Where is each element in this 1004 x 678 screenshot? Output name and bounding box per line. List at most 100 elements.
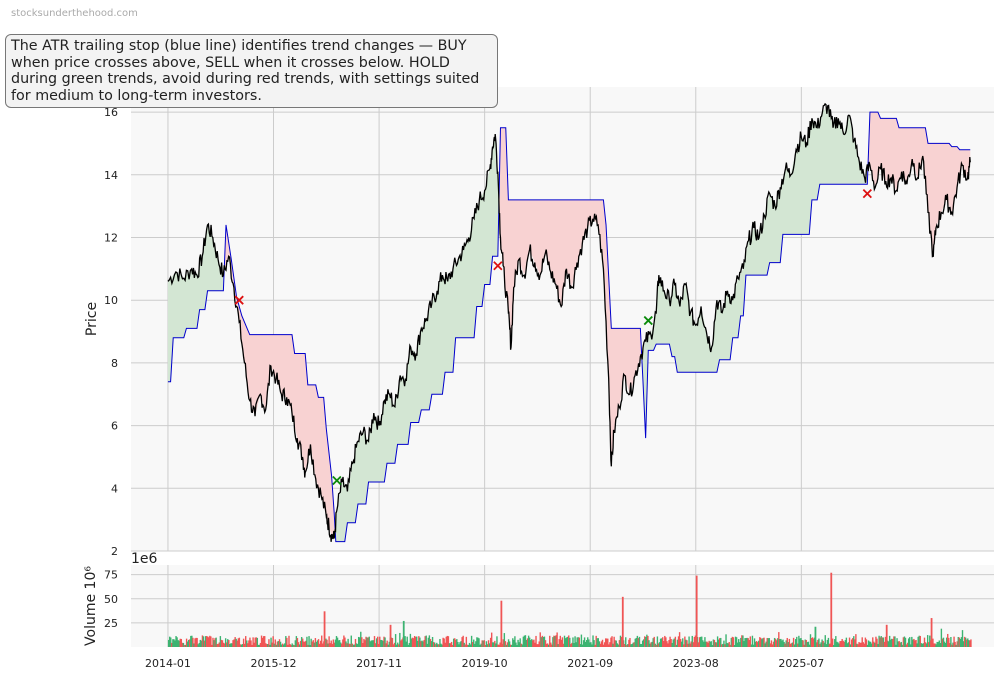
volume-bar (262, 636, 265, 647)
volume-bar (233, 639, 235, 647)
volume-bar (575, 642, 577, 647)
volume-bar (214, 638, 216, 647)
volume-bar (482, 640, 484, 647)
volume-bar (335, 636, 338, 647)
volume-bar (298, 644, 301, 647)
volume-bar (828, 643, 831, 647)
volume-bar (751, 635, 754, 647)
volume-bar (882, 637, 885, 647)
volume-bar (531, 639, 533, 647)
volume-bar (689, 643, 691, 647)
volume-bar (341, 643, 343, 647)
volume-bar (673, 638, 676, 647)
volume-bar (543, 636, 546, 647)
volume-bar (387, 644, 389, 647)
volume-bar (309, 645, 311, 647)
volume-bar (179, 638, 181, 647)
volume-bar (191, 635, 193, 647)
volume-bar (169, 636, 171, 647)
volume-bar (601, 639, 604, 647)
volume-bar (920, 643, 923, 647)
volume-bar (670, 639, 672, 647)
volume-bar (243, 643, 246, 647)
volume-bar (498, 644, 500, 647)
volume-bar (537, 644, 539, 647)
volume-bar (606, 638, 608, 647)
volume-bar (486, 644, 489, 647)
volume-bar (827, 637, 830, 647)
volume-bar (727, 643, 729, 647)
volume-bar (297, 642, 300, 647)
uptrend-fill (641, 105, 868, 439)
volume-bar (595, 635, 597, 647)
volume-bar (640, 643, 643, 647)
volume-bar (758, 640, 760, 647)
volume-bar (425, 635, 427, 647)
volume-bar (525, 639, 528, 647)
volume-bar (452, 638, 455, 647)
volume-bar (226, 642, 228, 647)
x-tick-label: 2014-01 (145, 657, 191, 670)
volume-bar (759, 637, 761, 647)
volume-bar (629, 637, 631, 647)
volume-bar (913, 638, 915, 647)
volume-bar (174, 640, 176, 647)
volume-bar (581, 644, 584, 647)
volume-bar (807, 641, 810, 647)
volume-bar (833, 644, 835, 647)
volume-bar (213, 640, 215, 647)
volume-bar (481, 640, 483, 647)
volume-bar (636, 635, 639, 647)
volume-bar (416, 636, 418, 647)
volume-bar (428, 635, 431, 647)
volume-bar (392, 644, 395, 647)
volume-bar (799, 638, 801, 647)
volume-bar (906, 642, 909, 647)
volume-bar (564, 638, 567, 647)
volume-bar (841, 638, 843, 647)
volume-bar (653, 636, 655, 647)
volume-bar (645, 636, 647, 647)
volume-bar (791, 642, 794, 647)
volume-bar (202, 636, 205, 647)
volume-bar (843, 641, 845, 647)
volume-bar (513, 639, 515, 647)
volume-bar (914, 640, 916, 647)
volume-bar (385, 643, 387, 647)
volume-bar (627, 644, 629, 647)
volume-bar (264, 636, 266, 647)
volume-bar (419, 637, 421, 647)
volume-bar (588, 639, 590, 647)
volume-bar (892, 639, 894, 647)
volume-bar (199, 639, 202, 647)
volume-bar (802, 640, 804, 647)
volume-bar (463, 642, 465, 647)
volume-bar (379, 636, 381, 647)
volume-bar (952, 642, 954, 647)
volume-bar (180, 638, 183, 647)
y-axis-label: Price (84, 302, 100, 336)
volume-bar (261, 637, 264, 647)
volume-bar (763, 637, 765, 647)
volume-bar (649, 643, 651, 647)
volume-bar (885, 624, 888, 647)
volume-bar (773, 637, 776, 647)
volume-bar (367, 637, 369, 647)
volume-bar (568, 635, 570, 647)
volume-bar (252, 637, 254, 647)
volume-bar (902, 637, 905, 647)
volume-bar (432, 642, 435, 647)
volume-bar (272, 636, 274, 647)
volume-bar (585, 639, 588, 647)
volume-bar (771, 644, 774, 647)
volume-bar (468, 642, 471, 647)
volume-bar (247, 643, 249, 647)
volume-bar (512, 638, 514, 647)
volume-bar (345, 641, 347, 647)
volume-bar (762, 638, 764, 647)
volume-bar (916, 643, 918, 647)
volume-bar (709, 641, 711, 647)
volume-bar (871, 643, 873, 647)
volume-bar (182, 642, 185, 647)
volume-bar (819, 643, 821, 647)
